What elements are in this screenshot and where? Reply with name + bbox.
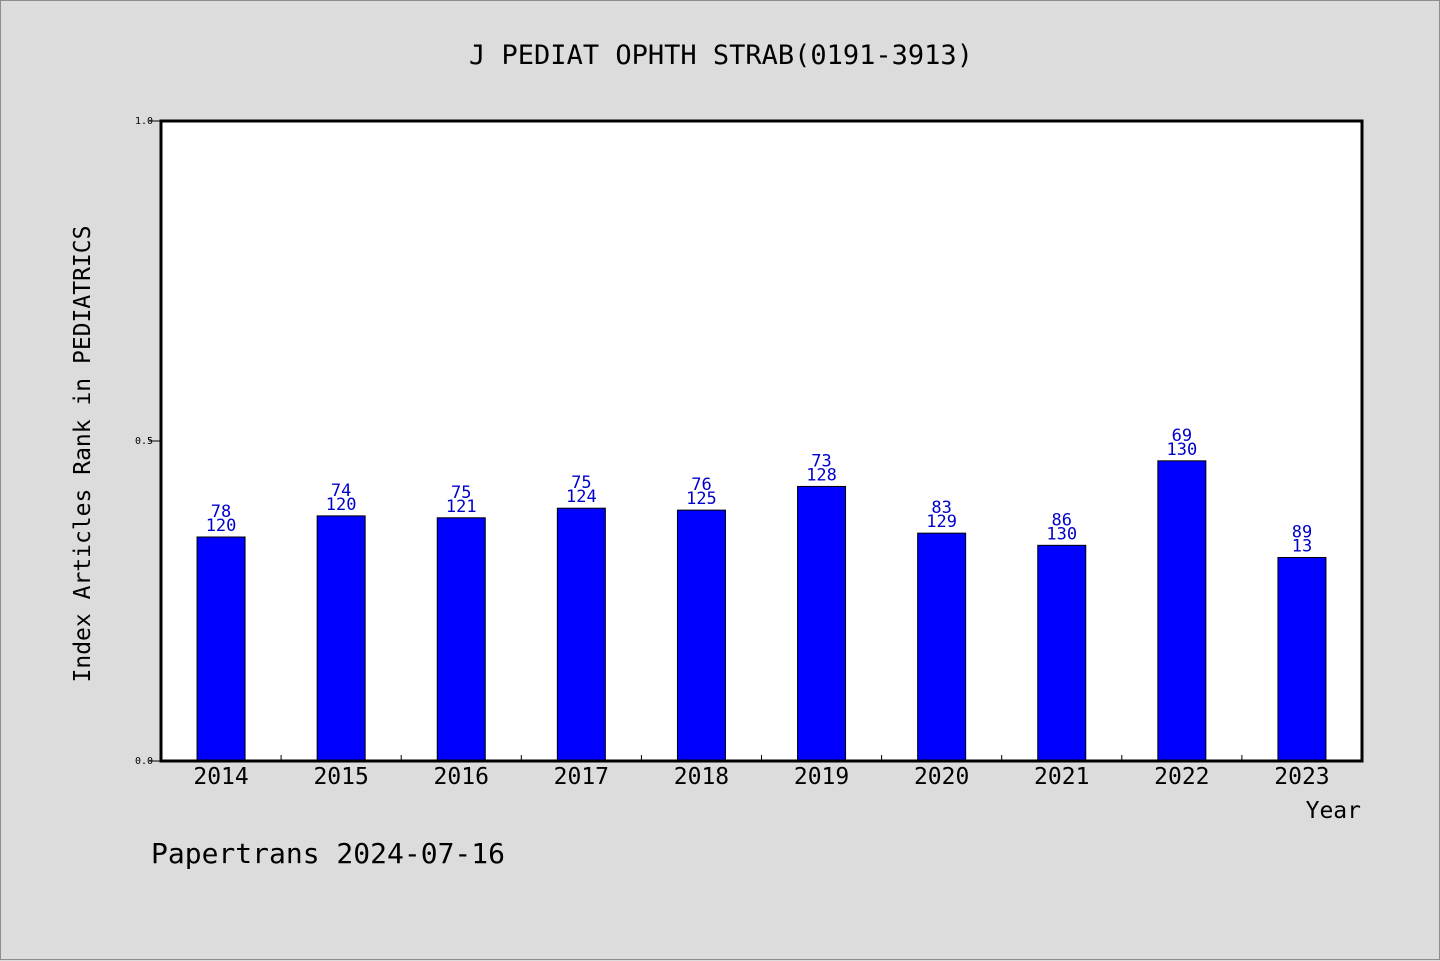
bar-2019 <box>797 485 847 762</box>
bars-group <box>196 460 1327 762</box>
x-tick-label-2020: 2020 <box>914 764 969 790</box>
x-tick-label-2017: 2017 <box>554 764 609 790</box>
y-tick-label-0.5: 0.5 <box>135 436 153 447</box>
bar-label-bottom-2018: 125 <box>686 489 717 509</box>
bar-label-bottom-2015: 120 <box>326 495 357 515</box>
x-tick-label-2016: 2016 <box>434 764 489 790</box>
x-tick-label-2015: 2015 <box>313 764 368 790</box>
bar-2016 <box>436 517 486 762</box>
bar-label-top-2014: 78 <box>211 502 231 522</box>
bar-label-top-2020: 83 <box>931 498 951 518</box>
bar-label-bottom-2019: 128 <box>806 465 837 485</box>
bar-label-bottom-2020: 129 <box>926 512 957 532</box>
y-tick-label-1.0: 1.0 <box>135 116 153 127</box>
bar-label-bottom-2016: 121 <box>446 497 477 517</box>
bar-2023 <box>1277 556 1327 762</box>
bar-label-bottom-2014: 120 <box>206 516 237 536</box>
bar-2020 <box>917 532 967 762</box>
x-tick-label-2019: 2019 <box>794 764 849 790</box>
bar-2015 <box>316 515 366 762</box>
bar-label-top-2016: 75 <box>451 483 471 503</box>
y-ticks-group: 0.0 0.5 1.0 <box>135 116 161 767</box>
bar-label-bottom-2021: 130 <box>1046 524 1077 544</box>
x-tick-label-2014: 2014 <box>193 764 248 790</box>
bar-label-top-2022: 69 <box>1172 426 1192 446</box>
bar-2018 <box>676 509 726 762</box>
chart-title: J PEDIAT OPHTH STRAB(0191-3913) <box>469 40 973 71</box>
x-tick-label-2022: 2022 <box>1154 764 1209 790</box>
x-ticks-group: 2014 2015 2016 2017 2018 2019 2020 2021 2022 2023 <box>193 755 1330 790</box>
bar-label-top-2017: 75 <box>571 473 591 493</box>
bar-2014 <box>196 536 246 762</box>
footer-text: Papertrans 2024-07-16 <box>151 837 505 870</box>
bar-2021 <box>1037 544 1087 762</box>
x-tick-label-2018: 2018 <box>674 764 729 790</box>
bar-label-top-2018: 76 <box>691 475 711 495</box>
bar-label-bottom-2017: 124 <box>566 487 597 507</box>
bar-label-top-2015: 74 <box>331 481 351 501</box>
bar-label-top-2021: 86 <box>1052 510 1072 530</box>
x-axis-label: Year <box>1306 798 1361 824</box>
y-axis-label: Index Articles Rank in PEDIATRICS <box>70 226 96 683</box>
bar-label-top-2019: 73 <box>811 451 831 471</box>
y-tick-label-0.0: 0.0 <box>135 756 153 767</box>
bar-label-top-2023: 89 <box>1292 522 1312 542</box>
bar-label-bottom-2022: 130 <box>1166 440 1197 460</box>
bar-2022 <box>1157 460 1207 762</box>
x-tick-label-2023: 2023 <box>1274 764 1329 790</box>
x-tick-label-2021: 2021 <box>1034 764 1089 790</box>
bar-label-bottom-2023: 13 <box>1292 536 1312 556</box>
bar-2017 <box>556 507 606 762</box>
